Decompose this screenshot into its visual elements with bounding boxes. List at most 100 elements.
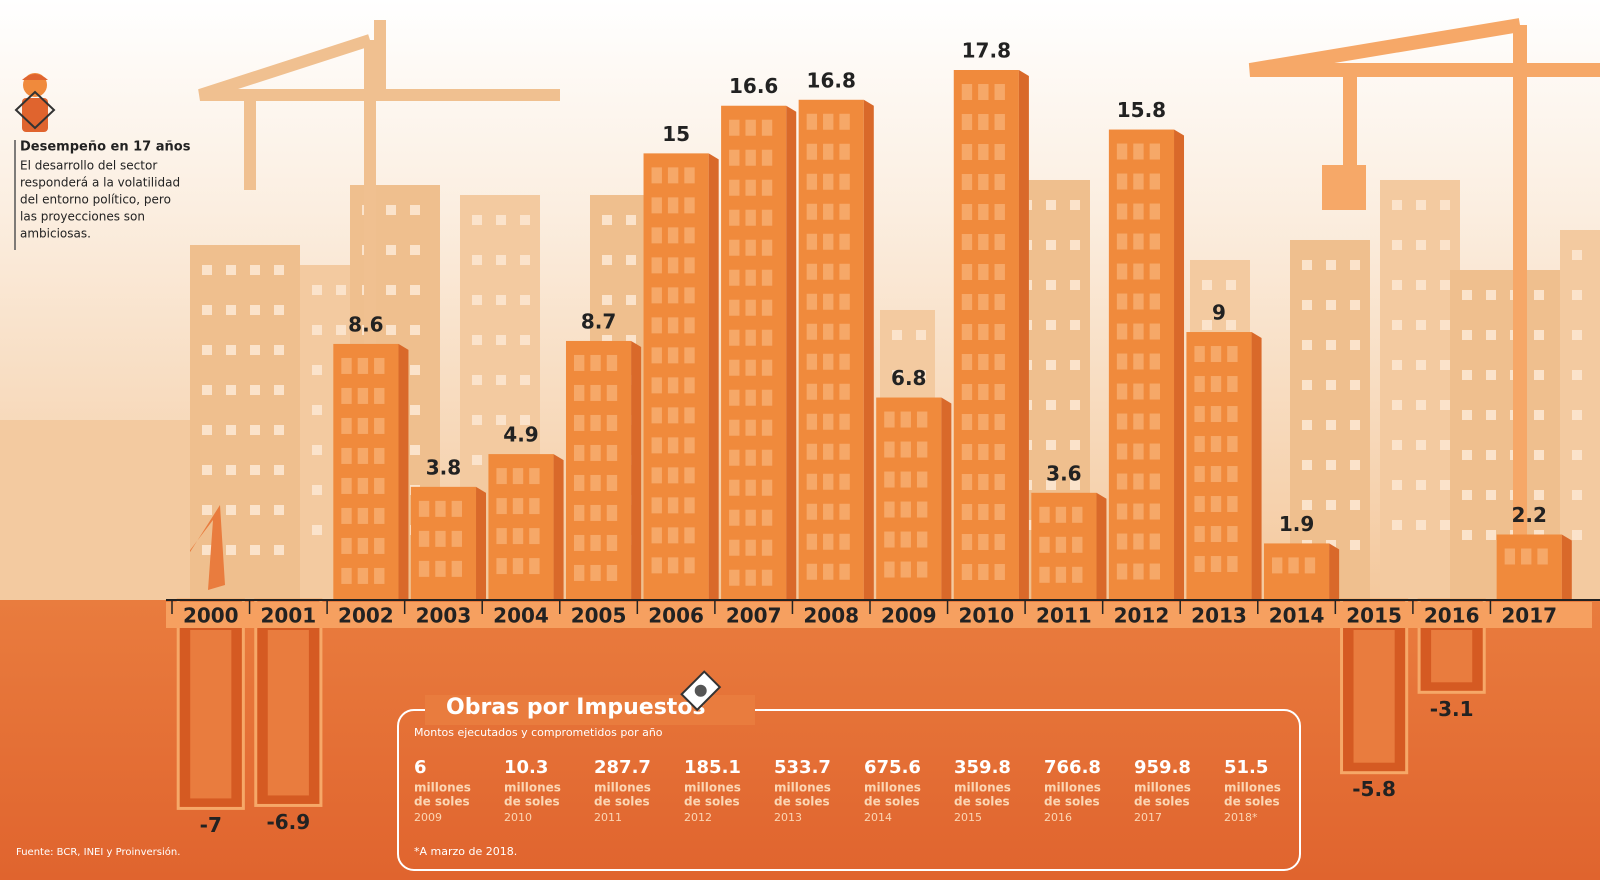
bar-window — [745, 389, 756, 406]
bar-window — [745, 209, 756, 226]
building-window — [1302, 380, 1312, 390]
annotation-line: El desarrollo del sector — [20, 159, 157, 173]
value-label: 8.6 — [348, 312, 383, 336]
building-window — [1392, 200, 1402, 210]
bar-window — [590, 444, 601, 461]
building-window — [602, 335, 612, 345]
bar-window — [684, 467, 695, 484]
bar-window — [1227, 556, 1238, 573]
building-window — [226, 265, 236, 275]
bar-window — [667, 527, 679, 544]
bar-window — [651, 437, 662, 454]
inset-value: 10.3 — [504, 757, 548, 778]
bar-window — [1039, 566, 1050, 583]
inset-year: 2012 — [684, 811, 712, 824]
building-window — [1046, 360, 1056, 370]
building-window — [1392, 520, 1402, 530]
building-window — [1416, 400, 1426, 410]
bar-window — [1194, 346, 1205, 363]
bar-window — [839, 203, 850, 220]
bar-window — [1055, 566, 1067, 583]
bar-window — [745, 449, 756, 466]
bar-window — [823, 203, 834, 220]
bar-window — [961, 324, 973, 340]
building-window — [410, 365, 420, 375]
building-window — [1462, 490, 1472, 500]
inset-unit: millones — [684, 781, 741, 795]
bar-window — [341, 477, 352, 494]
bar-window — [651, 407, 662, 424]
building-window — [274, 305, 284, 315]
bar-window — [529, 558, 540, 575]
building-window — [1572, 450, 1582, 460]
bar-window — [1149, 143, 1161, 160]
building-window — [312, 445, 322, 455]
bar-window — [729, 509, 740, 526]
value-label: 6.8 — [891, 366, 926, 390]
bar-window — [961, 234, 973, 250]
building-window — [496, 295, 506, 305]
bar-window — [1149, 413, 1161, 430]
building-window — [1202, 280, 1212, 290]
building-window — [1534, 330, 1544, 340]
bar-window — [994, 384, 1005, 400]
bar-window — [961, 354, 973, 370]
bar-window — [823, 563, 834, 580]
bar-window — [884, 411, 895, 428]
inset-unit: de soles — [1044, 795, 1100, 809]
bar-window — [529, 528, 540, 545]
bar — [1496, 534, 1562, 600]
building-window — [1572, 250, 1582, 260]
inset-year: 2010 — [504, 811, 532, 824]
building-window — [1226, 320, 1236, 330]
bar-window — [357, 387, 369, 404]
bar-window — [1210, 436, 1222, 453]
building-window — [1440, 280, 1450, 290]
inset-year: 2018* — [1224, 811, 1258, 824]
building-window — [1440, 360, 1450, 370]
bar-window — [357, 537, 369, 554]
inset-unit: de soles — [864, 795, 920, 809]
bar-window — [1227, 466, 1238, 483]
bar-window — [1227, 376, 1238, 393]
bar-window — [341, 447, 352, 464]
bar-window — [374, 387, 385, 404]
building-window — [1302, 500, 1312, 510]
building-window — [202, 265, 212, 275]
bar-window — [745, 479, 756, 496]
bar-window — [761, 509, 773, 526]
bar-window — [667, 257, 679, 274]
bar-window — [978, 564, 989, 580]
bar-window — [994, 234, 1005, 250]
building-window — [472, 255, 482, 265]
bar-window — [1072, 506, 1083, 523]
building-window — [1070, 320, 1080, 330]
bar-window — [729, 419, 740, 436]
x-tick-label: 2001 — [260, 604, 316, 628]
inset-value: 533.7 — [774, 757, 831, 778]
building-window — [1534, 290, 1544, 300]
x-tick-label: 2004 — [493, 604, 549, 628]
bar-window — [418, 560, 430, 577]
building-window — [226, 545, 236, 555]
bar-window — [357, 447, 369, 464]
building-window — [1226, 280, 1236, 290]
building-window — [1486, 370, 1496, 380]
bar-window — [684, 377, 695, 394]
bar-window — [839, 563, 850, 580]
bar-window — [667, 557, 679, 574]
bar-window — [961, 144, 973, 160]
inset-unit: de soles — [504, 795, 560, 809]
bar-window — [729, 179, 740, 196]
bar-window — [978, 534, 989, 550]
building-window — [520, 375, 530, 385]
building-window — [1462, 330, 1472, 340]
inset-unit: de soles — [414, 795, 470, 809]
bar-window — [590, 414, 601, 431]
bar-window — [1227, 496, 1238, 513]
bar-window — [806, 383, 818, 400]
building-window — [410, 325, 420, 335]
bar-window — [839, 113, 850, 130]
inset-year: 2015 — [954, 811, 982, 824]
